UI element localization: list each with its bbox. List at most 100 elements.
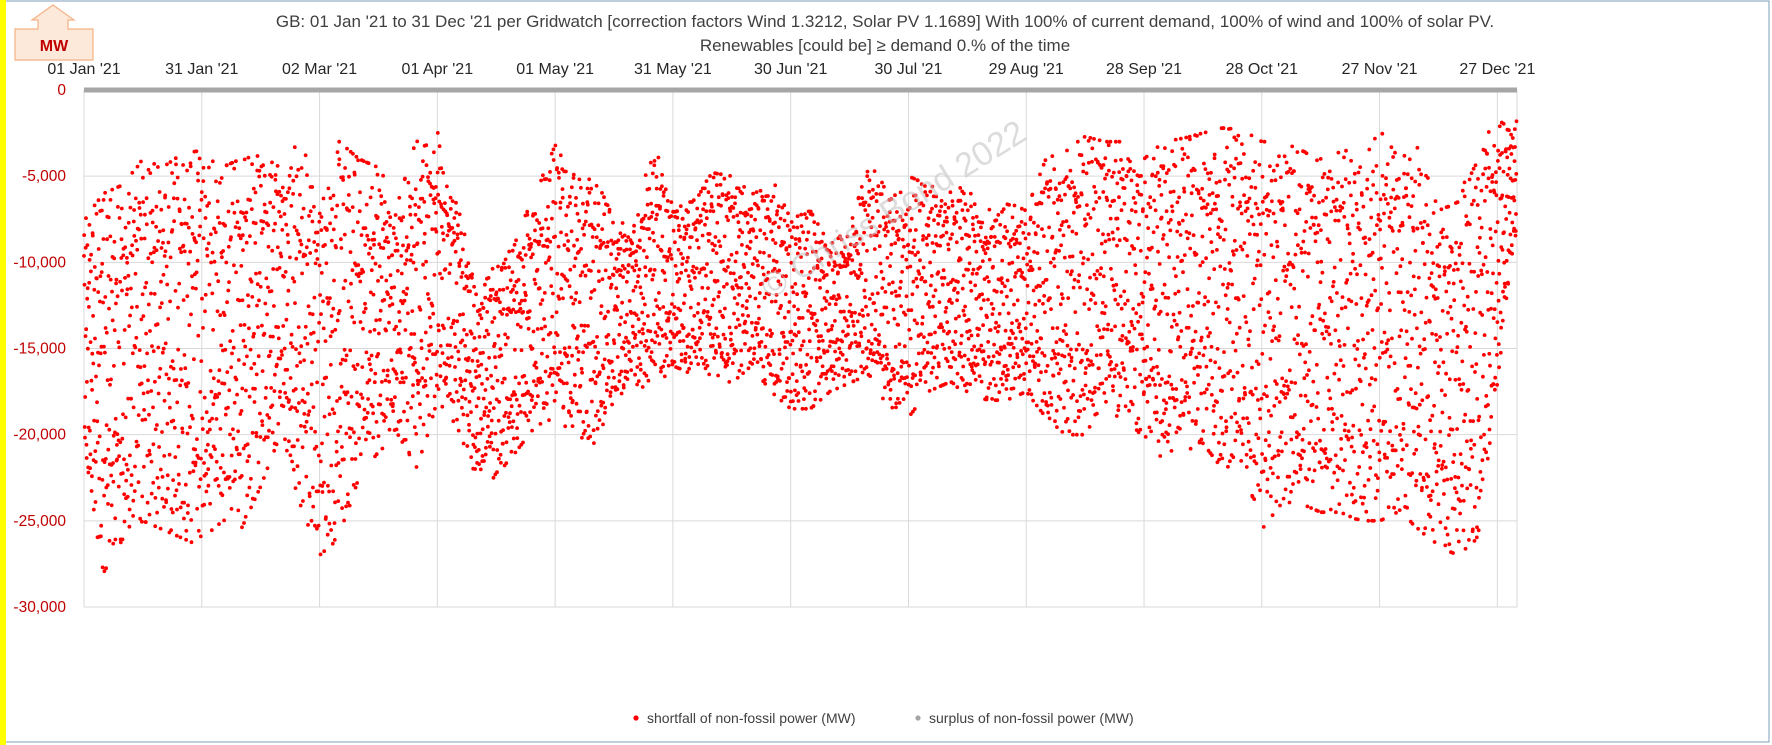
shortfall-point	[495, 378, 500, 383]
shortfall-point	[630, 324, 635, 329]
shortfall-point	[909, 384, 914, 389]
shortfall-point	[906, 242, 911, 247]
shortfall-point	[736, 285, 741, 290]
shortfall-point	[756, 263, 760, 268]
shortfall-point	[886, 361, 891, 366]
shortfall-point	[481, 350, 485, 355]
shortfall-point	[916, 351, 921, 356]
shortfall-point	[621, 275, 625, 279]
shortfall-point	[1045, 403, 1050, 408]
shortfall-point	[544, 177, 549, 181]
shortfall-point	[793, 388, 797, 393]
shortfall-point	[1001, 302, 1006, 307]
shortfall-point	[143, 212, 147, 217]
shortfall-point	[887, 219, 892, 224]
shortfall-point	[426, 297, 431, 301]
shortfall-point	[1064, 219, 1069, 224]
shortfall-point	[492, 341, 497, 346]
shortfall-point	[757, 344, 762, 349]
shortfall-point	[1133, 263, 1138, 267]
shortfall-point	[304, 474, 309, 479]
shortfall-point	[840, 352, 845, 357]
shortfall-point	[1123, 377, 1128, 381]
shortfall-point	[513, 347, 517, 352]
shortfall-point	[1153, 174, 1158, 179]
shortfall-point	[1178, 426, 1182, 431]
shortfall-point	[643, 302, 647, 307]
shortfall-point	[1083, 217, 1087, 222]
shortfall-point	[84, 456, 89, 460]
shortfall-point	[174, 488, 179, 493]
shortfall-point	[1075, 139, 1080, 144]
shortfall-point	[351, 151, 355, 156]
shortfall-point	[1261, 211, 1265, 216]
shortfall-point	[748, 346, 753, 351]
shortfall-point	[547, 418, 551, 422]
shortfall-point	[504, 410, 508, 415]
shortfall-point	[465, 444, 470, 448]
shortfall-point	[577, 219, 582, 223]
shortfall-point	[543, 324, 547, 329]
shortfall-point	[1252, 454, 1256, 459]
shortfall-point	[804, 363, 808, 367]
shortfall-point	[333, 214, 338, 219]
shortfall-point	[686, 274, 691, 278]
shortfall-point	[528, 410, 532, 414]
shortfall-point	[292, 145, 297, 150]
shortfall-point	[519, 410, 523, 414]
shortfall-point	[585, 186, 590, 191]
shortfall-point	[236, 429, 241, 434]
shortfall-point	[1047, 390, 1052, 395]
shortfall-point	[579, 247, 583, 251]
shortfall-point	[619, 315, 623, 320]
shortfall-point	[380, 380, 384, 384]
shortfall-point	[574, 401, 579, 406]
shortfall-point	[388, 273, 393, 278]
shortfall-point	[309, 518, 314, 523]
shortfall-point	[269, 386, 274, 390]
shortfall-point	[1167, 255, 1171, 260]
shortfall-point	[737, 323, 742, 327]
shortfall-point	[1065, 148, 1069, 153]
shortfall-point	[874, 233, 879, 238]
shortfall-point	[768, 328, 772, 333]
shortfall-point	[534, 383, 539, 388]
shortfall-point	[1033, 361, 1037, 366]
shortfall-point	[490, 320, 495, 324]
shortfall-point	[248, 234, 252, 239]
shortfall-point	[1135, 189, 1140, 194]
shortfall-point	[151, 480, 156, 485]
shortfall-point	[208, 368, 213, 373]
y-tick-label: 0	[57, 82, 66, 99]
shortfall-point	[1289, 489, 1293, 494]
shortfall-point	[849, 314, 854, 318]
shortfall-point	[1117, 195, 1121, 200]
shortfall-point	[726, 196, 731, 201]
shortfall-point	[773, 183, 778, 188]
shortfall-point	[845, 260, 849, 264]
shortfall-point	[1185, 287, 1190, 292]
shortfall-point	[476, 321, 480, 326]
shortfall-point	[1274, 396, 1279, 401]
shortfall-point	[683, 293, 687, 298]
shortfall-point	[464, 264, 469, 269]
shortfall-point	[1229, 415, 1234, 420]
shortfall-point	[737, 234, 741, 239]
shortfall-point	[117, 345, 122, 350]
shortfall-point	[399, 218, 404, 223]
shortfall-point	[360, 425, 365, 430]
shortfall-point	[1187, 231, 1192, 236]
shortfall-point	[1108, 204, 1113, 208]
shortfall-point	[967, 329, 972, 333]
shortfall-point	[1198, 131, 1203, 136]
shortfall-point	[717, 290, 722, 295]
shortfall-point	[515, 322, 520, 327]
shortfall-point	[551, 147, 556, 152]
shortfall-point	[820, 307, 824, 312]
shortfall-point	[1239, 431, 1244, 435]
shortfall-point	[945, 320, 950, 324]
shortfall-point	[718, 172, 723, 177]
shortfall-point	[1066, 296, 1071, 300]
shortfall-point	[657, 307, 662, 311]
shortfall-point	[733, 259, 738, 264]
